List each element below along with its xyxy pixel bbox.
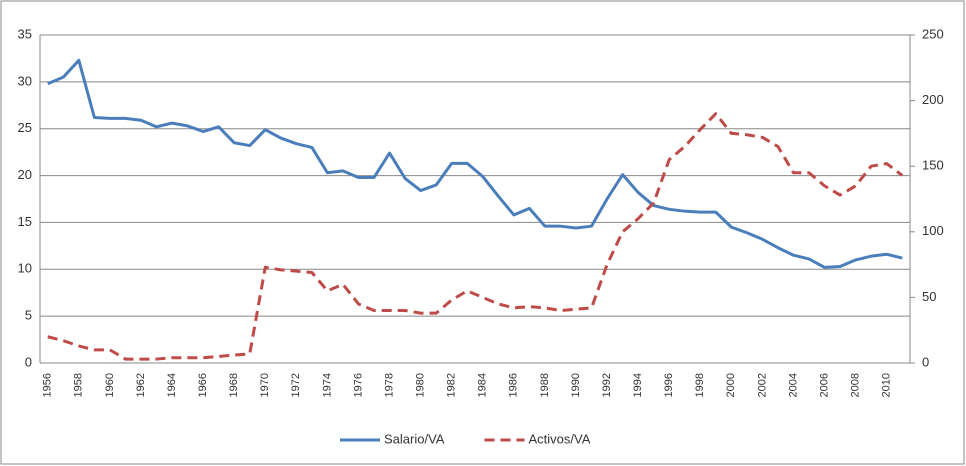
legend-label: Activos/VA bbox=[528, 431, 590, 446]
y2-tick-label: 50 bbox=[922, 289, 936, 304]
x-tick-label: 1966 bbox=[197, 373, 209, 397]
x-tick-label: 1994 bbox=[632, 373, 644, 397]
y-tick-label: 25 bbox=[18, 120, 32, 135]
x-tick-label: 1996 bbox=[663, 373, 675, 397]
x-tick-label: 1990 bbox=[570, 373, 582, 397]
x-tick-label: 1970 bbox=[259, 373, 271, 397]
x-tick-label: 1984 bbox=[477, 373, 489, 397]
x-tick-label: 1980 bbox=[415, 373, 427, 397]
x-tick-label: 1982 bbox=[446, 373, 458, 397]
x-tick-label: 1972 bbox=[290, 373, 302, 397]
y-tick-label: 5 bbox=[25, 308, 32, 323]
y2-tick-label: 150 bbox=[922, 158, 944, 173]
x-tick-label: 1998 bbox=[694, 373, 706, 397]
y-tick-label: 10 bbox=[18, 261, 32, 276]
x-tick-label: 1986 bbox=[508, 373, 520, 397]
y-tick-label: 0 bbox=[25, 354, 32, 369]
y2-tick-label: 250 bbox=[922, 26, 944, 41]
x-tick-label: 1956 bbox=[42, 373, 54, 397]
y-tick-label: 35 bbox=[18, 26, 32, 41]
x-tick-label: 2006 bbox=[818, 373, 830, 397]
y2-tick-label: 200 bbox=[922, 92, 944, 107]
x-tick-label: 1976 bbox=[352, 373, 364, 397]
x-tick-label: 1964 bbox=[166, 373, 178, 397]
x-tick-label: 2008 bbox=[850, 373, 862, 397]
x-tick-label: 2004 bbox=[787, 373, 799, 397]
y2-tick-label: 0 bbox=[922, 354, 929, 369]
x-tick-label: 1958 bbox=[73, 373, 85, 397]
y-tick-label: 20 bbox=[18, 167, 32, 182]
x-tick-label: 2000 bbox=[725, 373, 737, 397]
y-tick-label: 15 bbox=[18, 214, 32, 229]
x-tick-label: 1962 bbox=[135, 373, 147, 397]
y2-tick-label: 100 bbox=[922, 223, 944, 238]
x-tick-label: 1960 bbox=[104, 373, 116, 397]
y-tick-label: 30 bbox=[18, 73, 32, 88]
x-tick-label: 1978 bbox=[383, 373, 395, 397]
x-tick-label: 1974 bbox=[321, 373, 333, 397]
x-tick-label: 2002 bbox=[756, 373, 768, 397]
x-tick-label: 1992 bbox=[601, 373, 613, 397]
series-line bbox=[47, 58, 903, 269]
x-tick-label: 2010 bbox=[881, 373, 893, 397]
x-tick-label: 1968 bbox=[228, 373, 240, 397]
x-tick-label: 1988 bbox=[539, 373, 551, 397]
series-line bbox=[47, 112, 904, 361]
legend-label: Salario/VA bbox=[384, 431, 445, 446]
